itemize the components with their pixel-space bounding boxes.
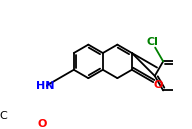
- Text: O: O: [38, 119, 47, 129]
- Text: O: O: [154, 80, 163, 90]
- Text: HN: HN: [36, 81, 55, 91]
- Text: H₃C: H₃C: [0, 111, 9, 121]
- Text: Cl: Cl: [146, 37, 158, 47]
